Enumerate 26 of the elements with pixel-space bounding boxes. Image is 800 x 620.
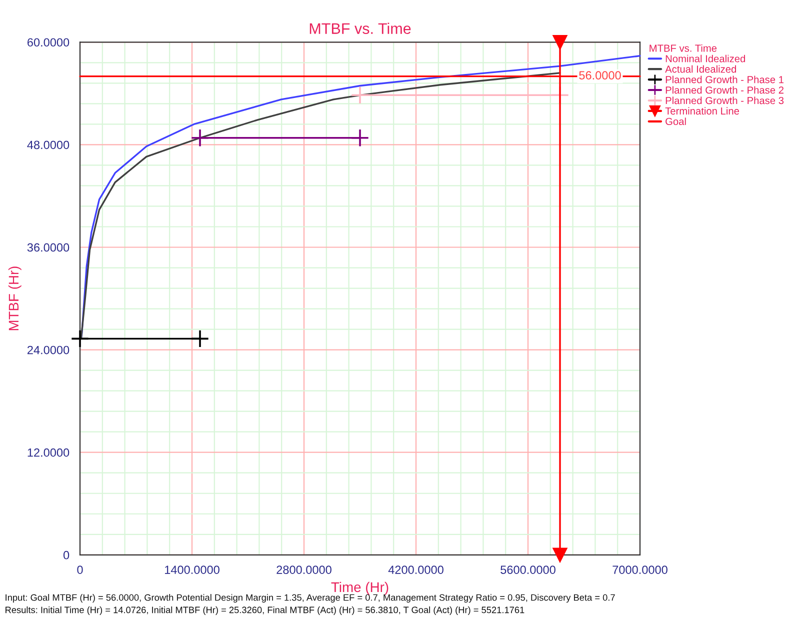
chart-title: MTBF vs. Time — [310, 22, 411, 34]
y-axis-title: MTBF (Hr) — [8, 266, 22, 330]
x-tick-label: 5600.0000 — [500, 566, 556, 574]
x-tick-label: 2800.0000 — [276, 566, 332, 574]
legend-label: Actual Idealized — [665, 65, 736, 73]
x-tick-label: 0 — [77, 566, 83, 574]
text: Results: Initial Time (Hr) = 14.0726, Initial MTBF (Hr) = 25.3260, Final MTBF (Act) (Hr) = 56.3810, T Goal (Act) (Hr) = 5521.1761 — [6, 606, 524, 615]
x-axis-title: Time (Hr) — [331, 582, 388, 595]
y-tick-label: 36.0000 — [27, 243, 70, 252]
y-tick-label: 24.0000 — [28, 346, 70, 354]
legend-title: MTBF vs. Time — [650, 44, 717, 52]
y-tick-label: 60.0000 — [28, 38, 70, 47]
legend-label: Planned Growth - Phase 2 — [666, 86, 784, 94]
text: Input: Goal MTBF (Hr) = 56.0000, Growth Potential Design Margin = 1.35, Average EF = 0.7, Management Strategy Ratio = 0.95, Discovery Beta = 0.7 — [6, 594, 615, 603]
y-tick-label: 0 — [63, 550, 70, 560]
x-tick-label: 1400.0000 — [165, 566, 220, 574]
annotation: 56.0000 — [579, 71, 621, 80]
y-tick-label: 12.0000 — [28, 448, 70, 457]
y-tick-label: 48.0000 — [27, 140, 70, 150]
legend-label: Planned Growth - Phase 3 — [666, 96, 784, 104]
legend-label: Nominal Idealized — [666, 54, 746, 62]
legend-label: Planned Growth - Phase 1 — [666, 76, 784, 84]
x-tick-label: 4200.0000 — [388, 566, 444, 574]
legend-label: Termination Line — [665, 107, 740, 115]
legend-label: Goal — [666, 118, 686, 126]
x-tick-label: 7000.0000 — [612, 566, 668, 574]
